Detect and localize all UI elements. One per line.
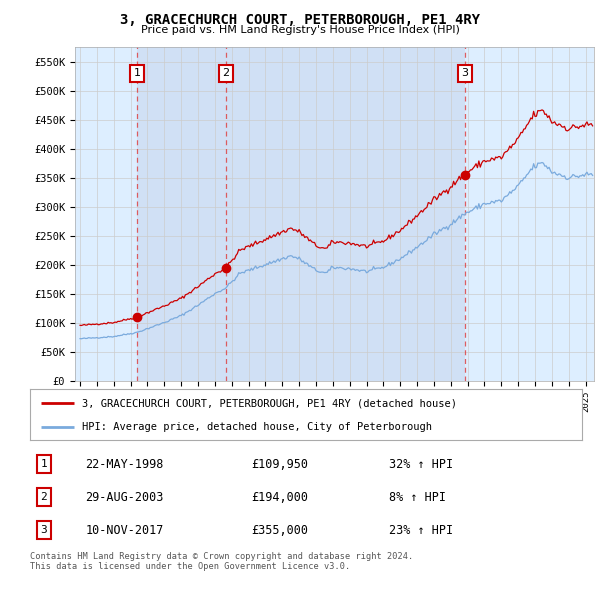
- Text: 1: 1: [40, 459, 47, 469]
- Text: 3: 3: [40, 525, 47, 535]
- Text: 2: 2: [223, 68, 230, 78]
- Text: 29-AUG-2003: 29-AUG-2003: [85, 490, 164, 504]
- Text: £355,000: £355,000: [251, 523, 308, 537]
- Text: 3, GRACECHURCH COURT, PETERBOROUGH, PE1 4RY (detached house): 3, GRACECHURCH COURT, PETERBOROUGH, PE1 …: [82, 398, 457, 408]
- Text: Price paid vs. HM Land Registry's House Price Index (HPI): Price paid vs. HM Land Registry's House …: [140, 25, 460, 35]
- Text: 8% ↑ HPI: 8% ↑ HPI: [389, 490, 446, 504]
- Text: 3, GRACECHURCH COURT, PETERBOROUGH, PE1 4RY: 3, GRACECHURCH COURT, PETERBOROUGH, PE1 …: [120, 13, 480, 27]
- Text: £109,950: £109,950: [251, 457, 308, 471]
- Bar: [226, 47, 465, 381]
- Text: 10-NOV-2017: 10-NOV-2017: [85, 523, 164, 537]
- Text: HPI: Average price, detached house, City of Peterborough: HPI: Average price, detached house, City…: [82, 421, 433, 431]
- Bar: [137, 47, 226, 381]
- Text: 2: 2: [40, 492, 47, 502]
- Text: 23% ↑ HPI: 23% ↑ HPI: [389, 523, 453, 537]
- Text: £194,000: £194,000: [251, 490, 308, 504]
- Text: 1: 1: [133, 68, 140, 78]
- Text: 22-MAY-1998: 22-MAY-1998: [85, 457, 164, 471]
- Text: 32% ↑ HPI: 32% ↑ HPI: [389, 457, 453, 471]
- Text: 3: 3: [461, 68, 469, 78]
- Text: Contains HM Land Registry data © Crown copyright and database right 2024.
This d: Contains HM Land Registry data © Crown c…: [30, 552, 413, 571]
